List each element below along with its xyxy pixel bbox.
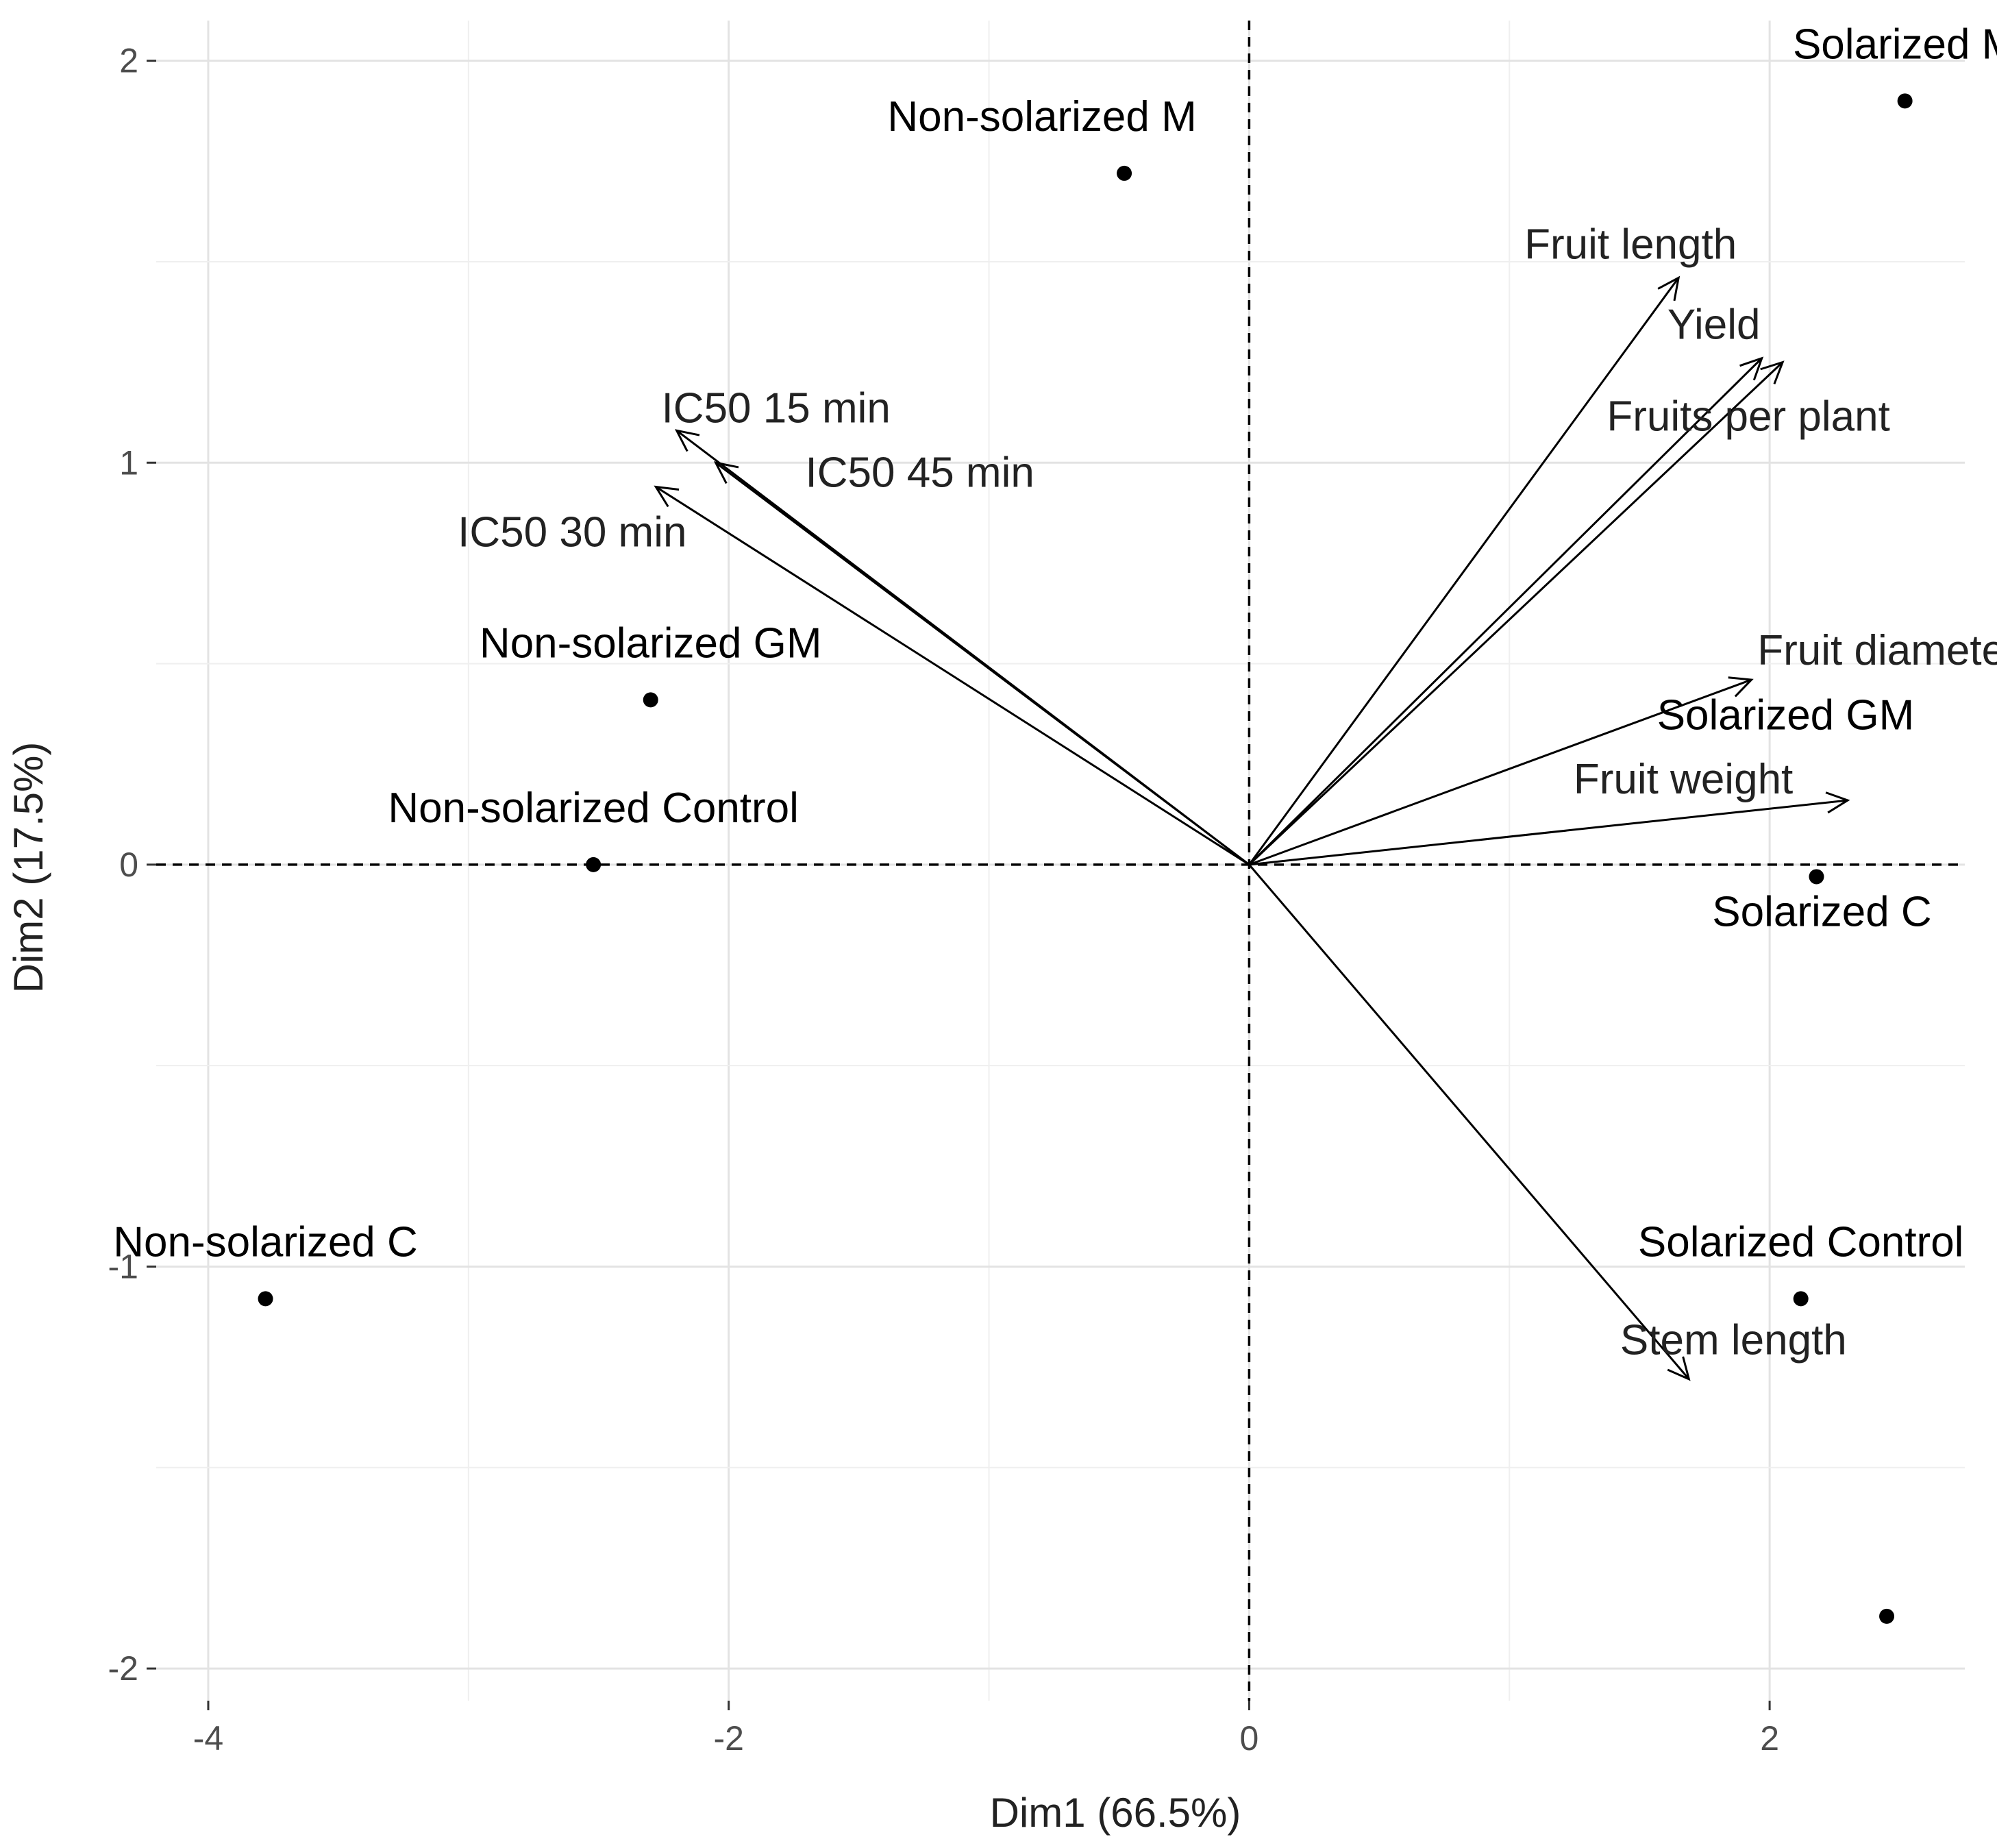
individual-points bbox=[258, 93, 1913, 1624]
x-tick-label: 2 bbox=[1760, 1719, 1779, 1758]
variable-arrow bbox=[1248, 277, 1680, 865]
arrow-head bbox=[1739, 356, 1764, 381]
individual-point bbox=[258, 1291, 273, 1307]
labels: Fruit length Yield Fruits per plant Fruit d… bbox=[113, 21, 1997, 1364]
variable-label: IC50 45 min bbox=[806, 449, 1034, 496]
individual-point bbox=[1117, 165, 1132, 181]
y-tick-label: 1 bbox=[119, 443, 138, 482]
arrow-head bbox=[674, 429, 700, 452]
y-tick-label: -1 bbox=[108, 1247, 138, 1285]
individual-label: Solarized M bbox=[1793, 21, 1997, 68]
variable-arrow bbox=[1249, 799, 1848, 866]
individual-label: Solarized C bbox=[1712, 888, 1931, 935]
variable-label: Yield bbox=[1667, 301, 1761, 349]
individual-label: Solarized GM bbox=[1657, 691, 1915, 739]
x-axis-title: Dim1 (66.5%) bbox=[990, 1790, 1241, 1836]
variable-arrow bbox=[655, 486, 1250, 866]
individual-label: Solarized Control bbox=[1638, 1218, 1964, 1266]
variable-label: Fruit diameter bbox=[1757, 627, 1997, 674]
variable-label: IC50 30 min bbox=[458, 508, 686, 556]
x-tick-label: -2 bbox=[713, 1719, 743, 1758]
reference-lines bbox=[156, 21, 1965, 1701]
variable-arrow bbox=[1248, 863, 1690, 1380]
variable-label: Fruit weight bbox=[1574, 756, 1793, 803]
individual-label: Non-solarized Control bbox=[388, 785, 799, 832]
variable-label: Fruit length bbox=[1524, 221, 1737, 268]
y-tick-label: 2 bbox=[119, 42, 138, 80]
individual-point bbox=[1897, 93, 1913, 109]
x-tick-label: 0 bbox=[1239, 1719, 1258, 1758]
individual-point bbox=[1809, 869, 1824, 885]
arrow-head bbox=[1760, 360, 1785, 384]
variable-arrow bbox=[1248, 357, 1763, 865]
variable-arrow bbox=[715, 462, 1250, 866]
variable-label: IC50 15 min bbox=[662, 384, 891, 432]
individual-label: Non-solarized M bbox=[887, 93, 1196, 140]
variable-label: Fruits per plant bbox=[1607, 393, 1890, 441]
y-tick-label: -2 bbox=[108, 1649, 138, 1688]
variable-arrow bbox=[1248, 678, 1752, 866]
x-tick-label: -4 bbox=[193, 1719, 223, 1758]
arrow-head bbox=[654, 485, 680, 508]
variable-label: Stem length bbox=[1620, 1317, 1847, 1364]
individual-label: Non-solarized C bbox=[113, 1218, 418, 1266]
variable-arrow bbox=[1248, 361, 1784, 865]
individual-label: Non-solarized GM bbox=[480, 619, 822, 667]
individual-point bbox=[1879, 1608, 1895, 1624]
individual-point bbox=[586, 857, 601, 872]
arrow-head bbox=[1657, 275, 1680, 301]
individual-point bbox=[643, 692, 658, 708]
y-axis-title: Dim2 (17.5%) bbox=[5, 742, 51, 994]
axes: -4 -2 0 2 -2 -1 0 1 2 bbox=[108, 42, 1779, 1758]
individual-point bbox=[1793, 1291, 1809, 1307]
y-tick-label: 0 bbox=[119, 846, 138, 884]
variable-arrows bbox=[654, 275, 1850, 1381]
arrow-head bbox=[713, 461, 739, 484]
arrow-head bbox=[1667, 1356, 1691, 1381]
arrow-head bbox=[1825, 791, 1850, 814]
grid bbox=[156, 21, 1965, 1701]
arrow-head bbox=[1728, 676, 1754, 698]
